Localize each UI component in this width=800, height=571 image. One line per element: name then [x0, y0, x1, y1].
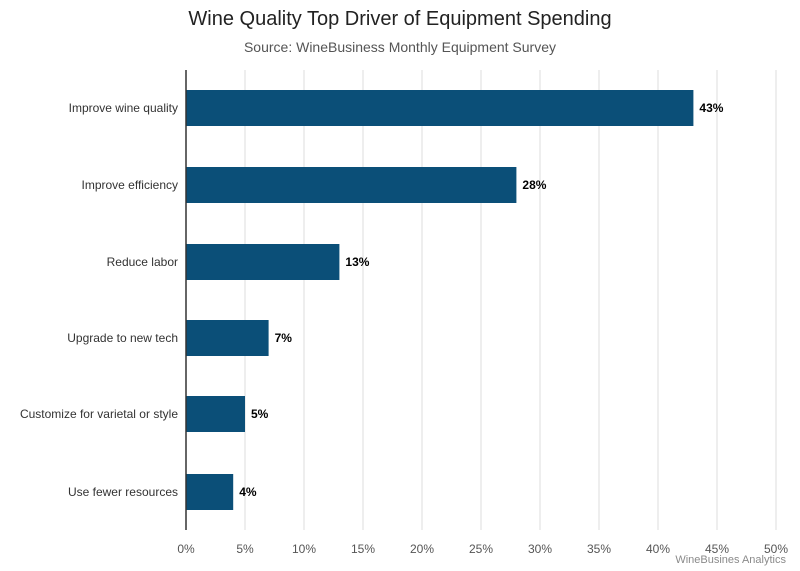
category-label: Improve efficiency	[82, 178, 179, 192]
data-label: 7%	[275, 331, 293, 345]
x-tick-label: 35%	[587, 542, 611, 556]
x-tick-label: 45%	[705, 542, 729, 556]
x-tick-label: 20%	[410, 542, 434, 556]
labels: 0% 5% 10% 15% 20% 25% 30% 35% 40% 45% 50% Improve w…	[20, 101, 788, 556]
category-label: Use fewer resources	[68, 485, 178, 499]
x-tick-label: 15%	[351, 542, 375, 556]
bar	[186, 90, 694, 126]
x-tick-label: 0%	[177, 542, 195, 556]
data-label: 28%	[522, 178, 546, 192]
bar	[186, 474, 234, 510]
data-label: 4%	[239, 485, 257, 499]
credit-text: WineBusines Analytics	[675, 554, 786, 566]
category-label: Improve wine quality	[69, 101, 178, 115]
bar	[186, 396, 245, 432]
bar	[186, 167, 517, 203]
x-tick-label: 30%	[528, 542, 552, 556]
x-tick-label: 10%	[292, 542, 316, 556]
bars	[186, 90, 694, 510]
category-label: Reduce labor	[107, 255, 178, 269]
data-label: 43%	[699, 101, 723, 115]
bar	[186, 244, 340, 280]
chart-title: Wine Quality Top Driver of Equipment Spe…	[188, 8, 612, 30]
x-tick-label: 40%	[646, 542, 670, 556]
data-label: 5%	[251, 407, 269, 421]
bar	[186, 320, 269, 356]
category-label: Upgrade to new tech	[67, 331, 178, 345]
x-tick-label: 50%	[764, 542, 788, 556]
data-label: 13%	[345, 255, 369, 269]
gridlines	[244, 70, 777, 530]
x-tick-label: 5%	[236, 542, 254, 556]
chart-subtitle: Source: WineBusiness Monthly Equipment S…	[243, 39, 557, 55]
category-label: Customize for varietal or style	[20, 407, 178, 421]
x-tick-label: 25%	[469, 542, 493, 556]
